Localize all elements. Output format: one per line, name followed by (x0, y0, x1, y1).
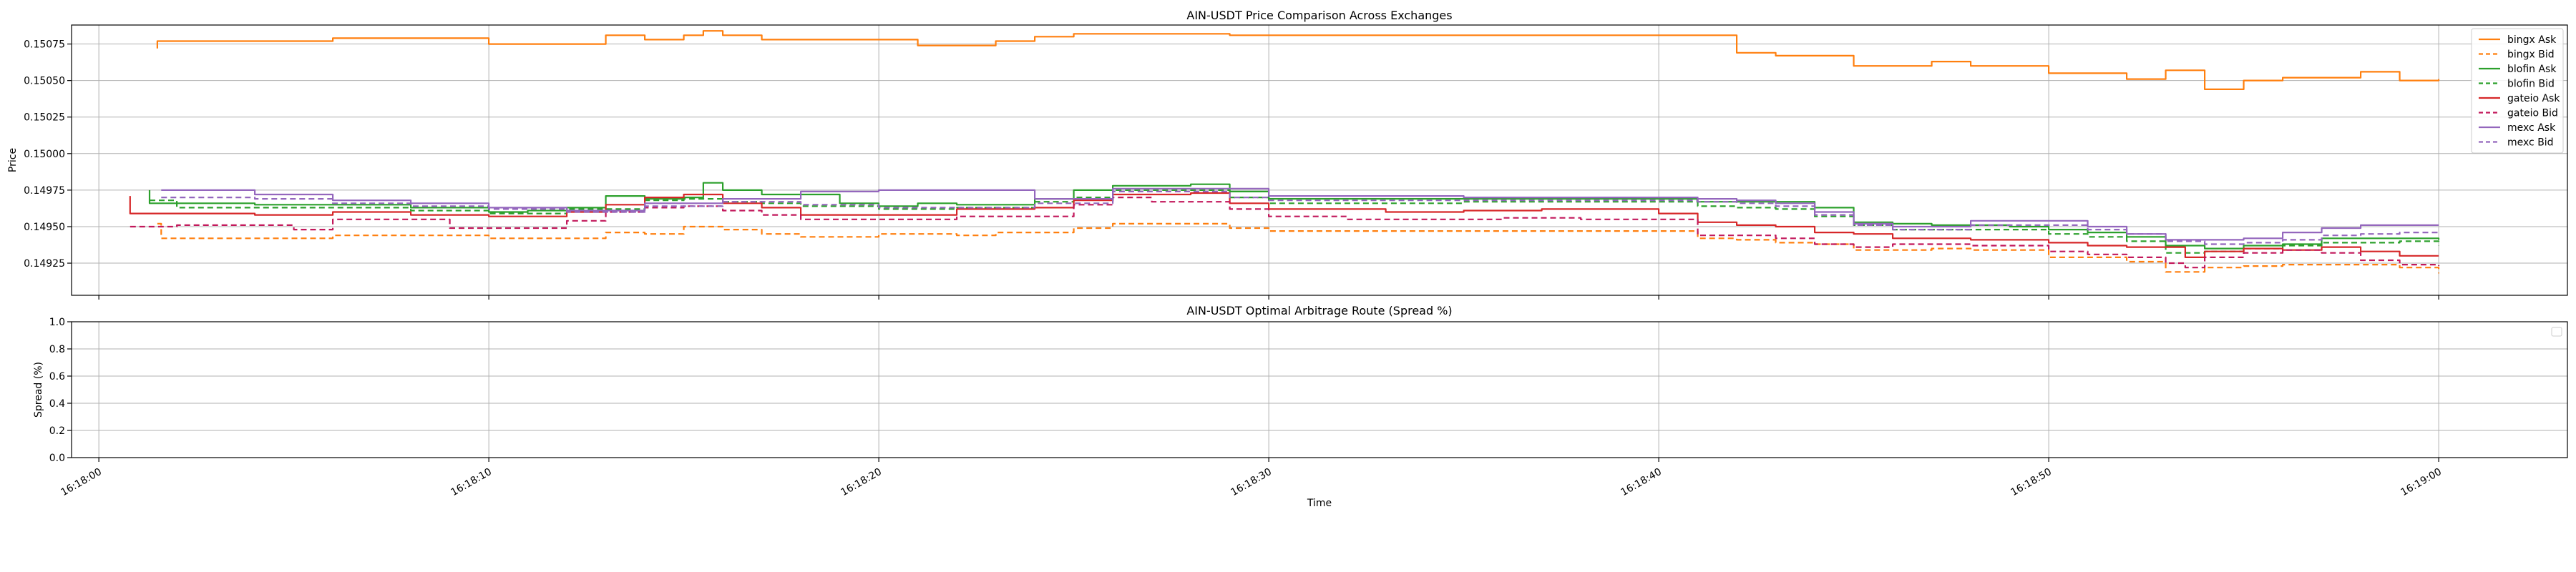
price-y-tick-label: 0.15075 (24, 39, 65, 51)
spread-y-tick-label: 1.0 (49, 317, 65, 328)
spread-chart-title: AIN-USDT Optimal Arbitrage Route (Spread… (1186, 304, 1452, 317)
price-y-ticks: 0.14925 0.14950 0.14975 0.15000 0.15025 0.150… (24, 39, 72, 270)
legend-label-gateio-bid: gateio Bid (2507, 108, 2558, 119)
series-line-mexc-ask (161, 187, 2439, 241)
price-x-ticks (98, 295, 2439, 300)
price-y-axis-label: Price (7, 148, 19, 172)
legend-label-blofin-ask: blofin Ask (2507, 64, 2557, 75)
spread-y-tick-label: 0.0 (49, 453, 65, 464)
spread-y-ticks: 0.0 0.2 0.4 0.6 0.8 1.0 (49, 317, 72, 464)
price-y-tick-label: 0.14925 (24, 258, 65, 270)
price-axes-frame (71, 24, 2568, 296)
legend-label-bingx-bid: bingx Bid (2507, 49, 2555, 61)
series-line-bingx-bid (157, 222, 2440, 274)
spread-y-tick-label: 0.2 (49, 425, 65, 437)
price-y-tick-label: 0.14950 (24, 222, 65, 233)
price-series-group (129, 30, 2440, 274)
legend-label-gateio-ask: gateio Ask (2507, 93, 2560, 104)
series-line-gateio-ask (129, 192, 2439, 258)
legend-label-mexc-bid: mexc Bid (2507, 137, 2554, 149)
price-y-tick-label: 0.14975 (24, 185, 65, 197)
price-y-tick-label: 0.15050 (24, 76, 65, 87)
price-legend-box (2471, 28, 2564, 154)
series-line-mexc-bid (161, 190, 2439, 245)
spread-axes-frame (71, 321, 2568, 458)
legend-label-blofin-bid: blofin Bid (2507, 79, 2555, 90)
spread-x-axis-label: Time (1307, 498, 1332, 509)
spread-y-tick-label: 0.4 (49, 398, 65, 410)
spread-y-axis-label: Spread (%) (33, 362, 44, 418)
spread-y-tick-label: 0.6 (49, 371, 65, 383)
spread-legend-box (2551, 327, 2562, 337)
legend-label-bingx-ask: bingx Ask (2507, 34, 2557, 46)
spread-y-tick-label: 0.8 (49, 344, 65, 355)
legend-label-mexc-ask: mexc Ask (2507, 122, 2556, 134)
price-y-tick-label: 0.15025 (24, 112, 65, 124)
price-y-tick-label: 0.15000 (24, 149, 65, 160)
price-comparison-panel: 0.14925 0.14950 0.14975 0.15000 0.15025 0.150… (7, 9, 2568, 300)
price-legend: bingx Ask bingx Bid blofin Ask blofin Bid ga… (2471, 28, 2564, 154)
price-chart-title: AIN-USDT Price Comparison Across Exchang… (1186, 9, 1452, 22)
series-line-gateio-bid (130, 197, 2440, 269)
series-line-bingx-ask (156, 30, 2440, 90)
